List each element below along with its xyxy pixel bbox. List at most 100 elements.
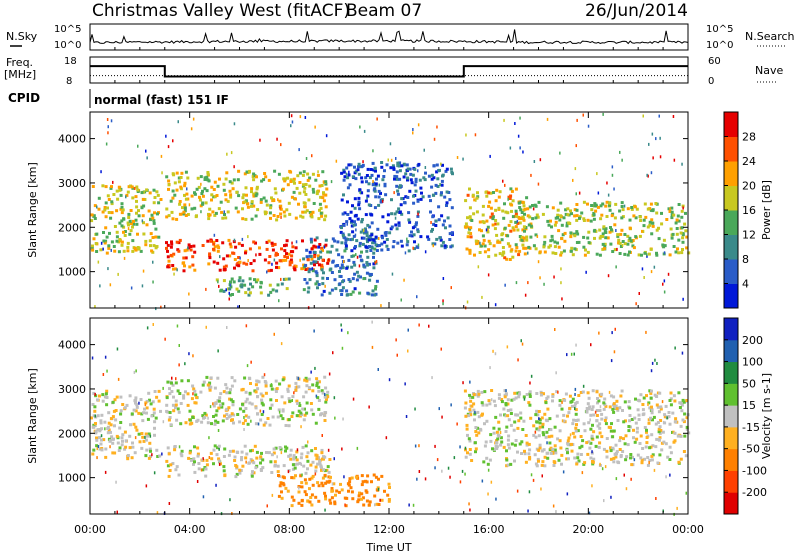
- data-cell: [237, 169, 241, 173]
- data-cell: [341, 234, 345, 237]
- data-cell: [92, 237, 96, 241]
- data-cell: [175, 465, 179, 469]
- data-cell: [485, 219, 489, 223]
- data-cell: [193, 192, 197, 196]
- data-cell: [285, 446, 289, 450]
- noise-cell: [155, 307, 157, 311]
- data-cell: [255, 450, 259, 454]
- y-tick-label: 2000: [58, 427, 86, 440]
- data-cell: [174, 381, 178, 385]
- data-cell: [365, 271, 369, 275]
- noise-cell: [311, 154, 313, 158]
- data-cell: [244, 414, 248, 418]
- data-cell: [256, 208, 260, 212]
- data-cell: [639, 456, 643, 460]
- data-cell: [322, 457, 325, 461]
- data-cell: [132, 222, 136, 226]
- data-cell: [497, 206, 501, 210]
- noise-cell: [208, 456, 211, 459]
- data-cell: [357, 498, 361, 502]
- data-cell: [334, 264, 338, 268]
- data-cell: [650, 458, 654, 462]
- data-cell: [342, 168, 346, 172]
- noise-cell: [673, 158, 676, 162]
- data-cell: [649, 202, 653, 206]
- data-cell: [571, 431, 575, 435]
- data-cell: [306, 267, 310, 271]
- data-cell: [405, 163, 409, 167]
- data-cell: [440, 191, 443, 195]
- data-cell: [156, 193, 160, 197]
- data-cell: [308, 176, 312, 180]
- data-cell: [207, 217, 211, 221]
- data-cell: [99, 419, 103, 423]
- noise-cell: [610, 359, 613, 363]
- noise-cell: [662, 420, 665, 424]
- data-cell: [148, 398, 151, 402]
- data-cell: [120, 240, 124, 244]
- data-cell: [478, 251, 482, 254]
- data-cell: [349, 292, 353, 296]
- data-cell: [464, 222, 468, 226]
- data-cell: [340, 263, 344, 267]
- data-cell: [112, 193, 116, 196]
- noise-cell: [582, 384, 585, 388]
- data-cell: [301, 215, 305, 219]
- data-cell: [117, 250, 121, 254]
- data-cell: [212, 242, 216, 246]
- data-cell: [543, 455, 547, 459]
- data-cell: [431, 242, 435, 246]
- data-cell: [171, 196, 175, 200]
- data-cell: [265, 203, 269, 207]
- noise-cell: [110, 248, 112, 252]
- noise-cell: [391, 272, 394, 276]
- data-cell: [527, 401, 531, 405]
- data-cell: [331, 237, 335, 241]
- data-cell: [620, 389, 624, 393]
- noise-cell: [246, 364, 249, 368]
- data-cell: [554, 220, 558, 224]
- data-cell: [640, 461, 644, 465]
- data-cell: [507, 418, 511, 422]
- noise-cell: [532, 207, 535, 211]
- data-cell: [173, 181, 177, 185]
- data-cell: [183, 181, 187, 185]
- data-cell: [126, 190, 130, 194]
- colorbar-segment: [724, 136, 738, 162]
- data-cell: [592, 229, 596, 233]
- data-cell: [634, 397, 637, 401]
- data-cell: [652, 415, 656, 419]
- data-cell: [448, 224, 452, 228]
- data-cell: [145, 406, 149, 410]
- noise-cell: [109, 283, 112, 287]
- data-cell: [275, 289, 279, 293]
- data-cell: [528, 448, 532, 452]
- data-cell: [518, 249, 522, 253]
- data-cell: [585, 407, 589, 410]
- data-cell: [239, 469, 243, 472]
- data-cell: [474, 426, 478, 429]
- data-cell: [174, 267, 178, 271]
- data-cell: [103, 395, 107, 399]
- data-cell: [206, 421, 210, 425]
- noise-cell: [533, 160, 536, 163]
- data-cell: [134, 409, 138, 413]
- data-cell: [222, 265, 226, 269]
- data-cell: [540, 463, 544, 467]
- data-cell: [550, 434, 554, 438]
- data-cell: [292, 190, 296, 194]
- data-cell: [464, 455, 468, 459]
- data-cell: [633, 440, 637, 444]
- x-tick-label: 00:00: [672, 523, 704, 536]
- data-cell: [359, 258, 363, 262]
- data-cell: [403, 201, 407, 205]
- data-cell: [538, 421, 542, 425]
- data-cell: [283, 214, 287, 218]
- data-cell: [207, 262, 211, 266]
- data-cell: [151, 236, 155, 239]
- data-cell: [217, 246, 221, 250]
- data-cell: [631, 455, 634, 459]
- noise-cell: [152, 323, 154, 326]
- data-cell: [284, 424, 288, 427]
- noise-cell: [343, 475, 345, 479]
